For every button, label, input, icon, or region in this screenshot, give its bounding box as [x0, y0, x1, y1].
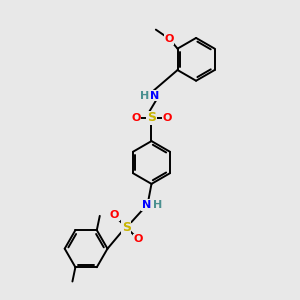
Text: O: O [110, 210, 119, 220]
Text: H: H [140, 91, 150, 101]
Text: S: S [122, 221, 131, 234]
Text: O: O [162, 113, 172, 123]
Text: O: O [164, 34, 174, 44]
Text: H: H [153, 200, 162, 210]
Text: N: N [150, 91, 160, 101]
Text: S: S [147, 111, 156, 124]
Text: N: N [142, 200, 151, 210]
Text: O: O [131, 113, 141, 123]
Text: O: O [134, 234, 143, 244]
